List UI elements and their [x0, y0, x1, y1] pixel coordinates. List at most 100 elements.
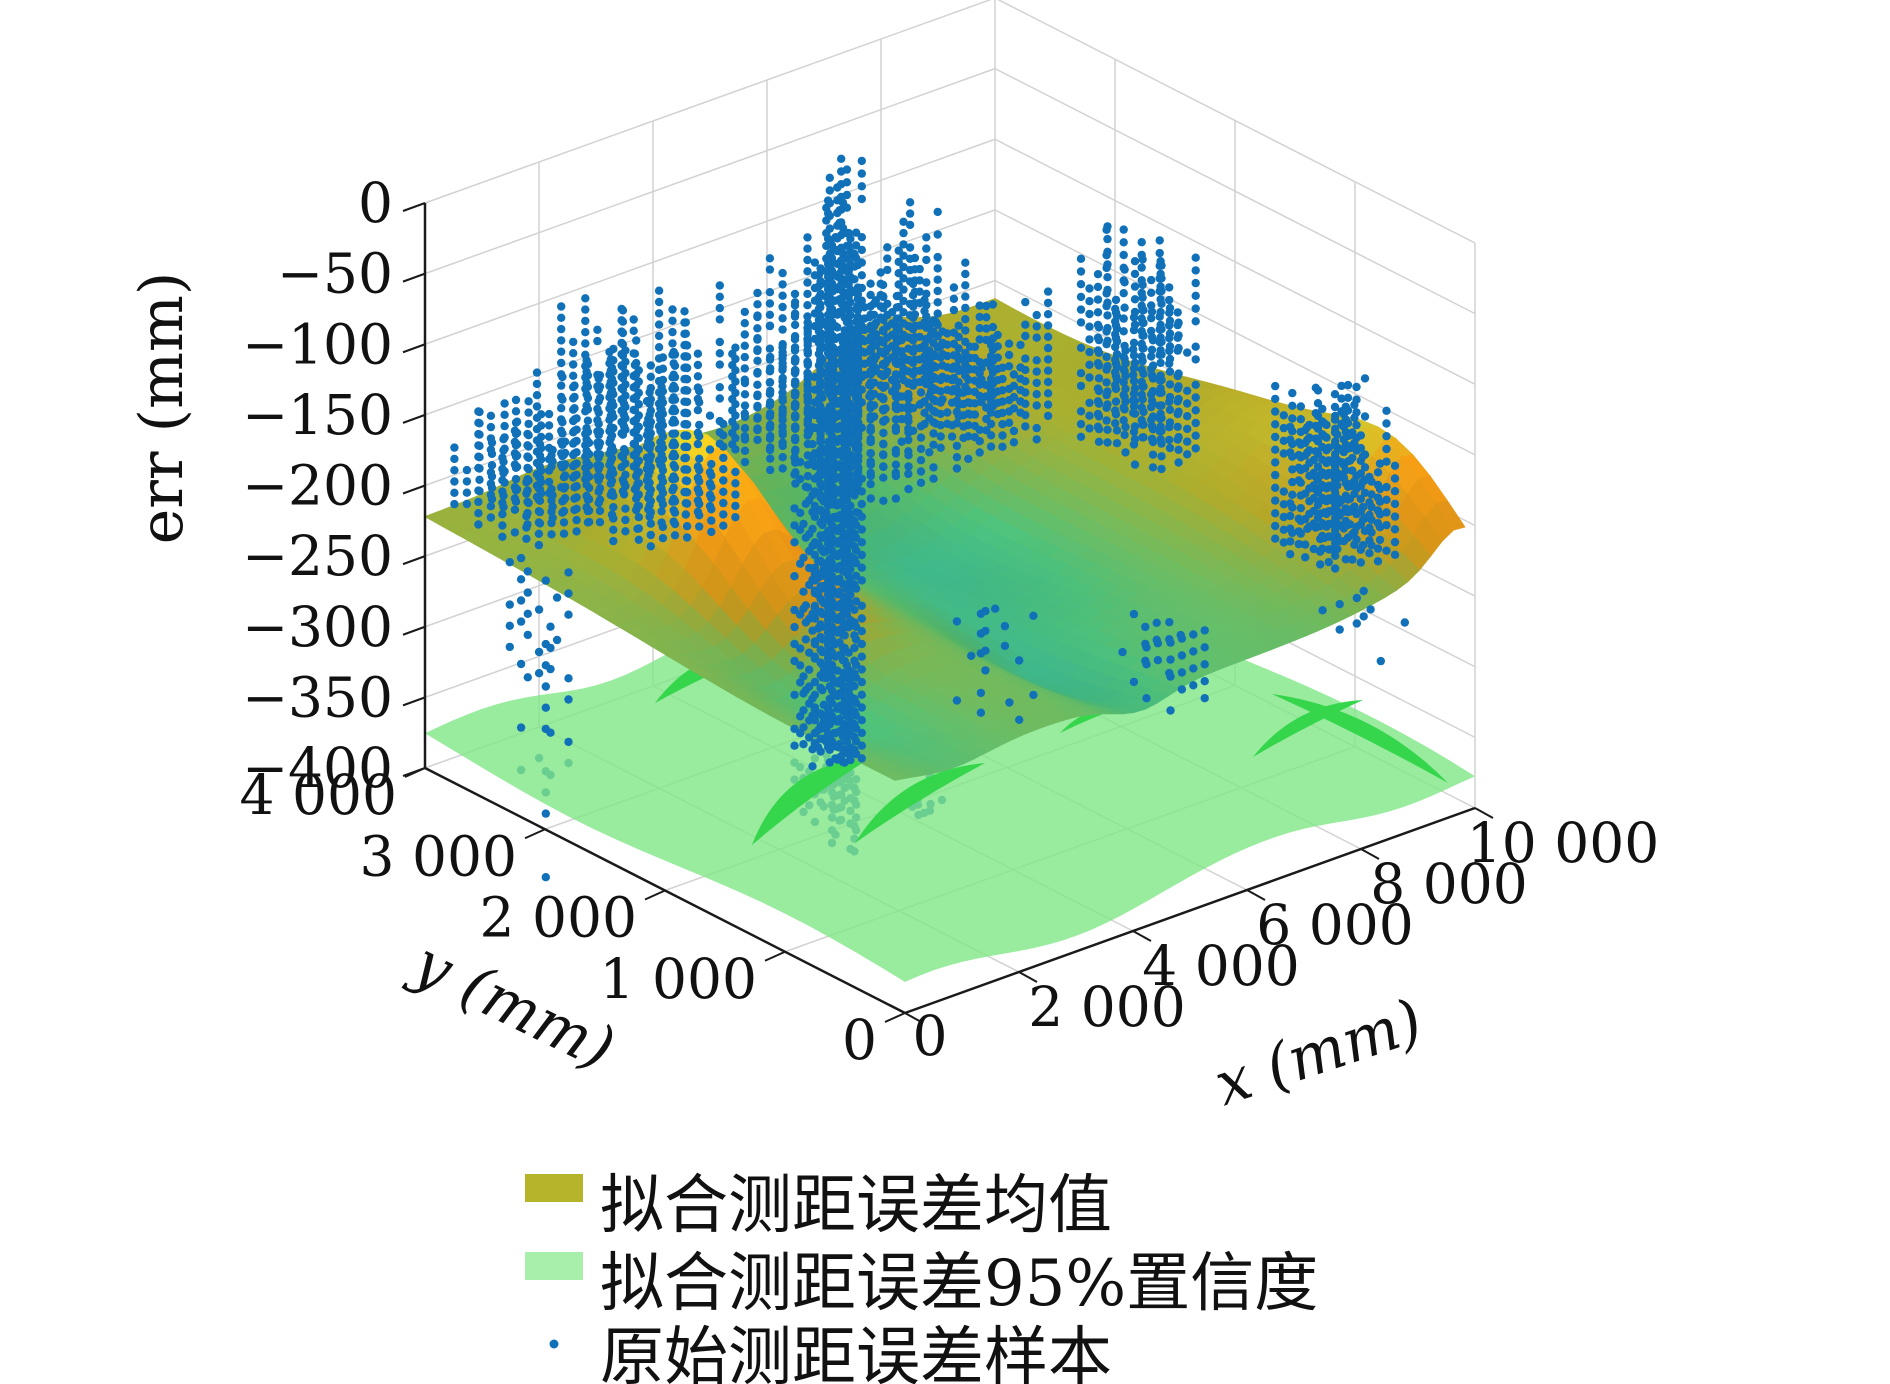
sample-dot [532, 391, 542, 400]
sample-dot [1375, 497, 1385, 506]
z-tick-label: −250 [242, 524, 393, 588]
sample-dot [1119, 365, 1128, 374]
sample-dot [629, 428, 638, 437]
sample-dot [822, 203, 831, 212]
sample-dot [1335, 536, 1344, 546]
sample-dot [512, 417, 522, 426]
sample-dot [654, 286, 664, 295]
sample-dot [810, 654, 819, 663]
sample-dot [1296, 427, 1306, 437]
sample-dot [646, 530, 655, 540]
sample-dot [1093, 308, 1103, 317]
sample-dot [860, 370, 869, 380]
sample-dot [593, 449, 602, 459]
sample-dot [1358, 502, 1368, 512]
sample-dot [857, 499, 866, 509]
sample-dot [670, 531, 680, 540]
sample-dot [1305, 433, 1314, 442]
sample-dot [910, 366, 920, 376]
sample-dot [668, 384, 677, 393]
sample-dot [1137, 276, 1146, 285]
sample-dot [801, 686, 810, 695]
sample-dot [595, 518, 605, 527]
sample-dot [1177, 651, 1187, 660]
sample-dot [642, 430, 652, 440]
sample-dot [1352, 593, 1362, 603]
sample-dot [1331, 564, 1340, 573]
sample-dot [668, 373, 677, 382]
sample-dot [842, 190, 852, 200]
sample-dot [523, 588, 532, 597]
sample-dot [1152, 635, 1161, 644]
sample-dot [1102, 365, 1111, 374]
sample-dot [842, 178, 852, 187]
sample-dot [842, 610, 852, 619]
sample-dot [557, 483, 566, 492]
sample-dot [548, 502, 557, 511]
sample-dot [1271, 496, 1280, 505]
sample-dot [669, 359, 678, 368]
sample-dot [828, 422, 837, 432]
sample-dot [841, 410, 850, 419]
sample-dot [1305, 509, 1314, 519]
sample-dot [1322, 484, 1331, 493]
sample-dot [1173, 346, 1182, 355]
sample-dot [486, 513, 496, 522]
z-tick-label: −300 [242, 595, 393, 659]
sample-dot [857, 665, 866, 674]
sample-dot [1191, 317, 1200, 326]
sample-dot [857, 690, 866, 699]
sample-dot [869, 412, 879, 421]
sample-dot [816, 413, 825, 422]
sample-dot [1137, 250, 1146, 260]
axis-line [402, 343, 426, 354]
sample-dot [1286, 550, 1295, 559]
sample-dot [933, 332, 942, 341]
sample-dot [541, 682, 550, 691]
sample-dot [905, 265, 915, 275]
sample-dot [593, 404, 602, 414]
sample-dot [853, 403, 863, 412]
sample-dot [842, 546, 852, 556]
sample-dot [1119, 225, 1128, 234]
sample-dot [1271, 470, 1280, 480]
sample-dot [765, 288, 775, 297]
sample-dot [617, 372, 626, 381]
sample-dot [822, 229, 831, 238]
sample-dot [731, 467, 740, 477]
sample-dot [803, 357, 812, 366]
sample-dot [1390, 512, 1400, 521]
sample-dot [1165, 321, 1174, 330]
sample-dot [988, 345, 998, 354]
sample-dot [707, 516, 716, 525]
sample-dot [986, 442, 996, 451]
sample-dot [860, 303, 869, 312]
legend-label-1: 拟合测距误差95%置信度 [600, 1247, 1318, 1321]
sample-dot [842, 661, 852, 670]
sample-dot [581, 429, 590, 439]
sample-dot [1166, 706, 1175, 715]
sample-dot [1155, 248, 1164, 258]
sample-dot [557, 392, 566, 402]
sample-dot [842, 254, 852, 263]
sample-dot [695, 420, 704, 430]
sample-dot [1137, 263, 1146, 272]
sample-dot [796, 525, 805, 534]
sample-dot [1147, 301, 1156, 310]
sample-dot [581, 328, 590, 337]
sample-dot [541, 703, 550, 712]
sample-dot [498, 521, 507, 530]
sample-dot [1147, 352, 1156, 361]
sample-dot [1137, 339, 1146, 349]
y-tick-label: 4 000 [240, 763, 397, 827]
sample-dot [1390, 499, 1400, 509]
sample-dot [857, 194, 866, 204]
sample-dot [835, 714, 844, 723]
sample-dot [853, 462, 863, 472]
sample-dot [1102, 403, 1111, 412]
sample-dot [1121, 448, 1130, 457]
sample-dot [654, 354, 664, 363]
sample-dot [988, 390, 998, 400]
sample-dot [1288, 477, 1297, 487]
sample-dot [1191, 291, 1200, 300]
